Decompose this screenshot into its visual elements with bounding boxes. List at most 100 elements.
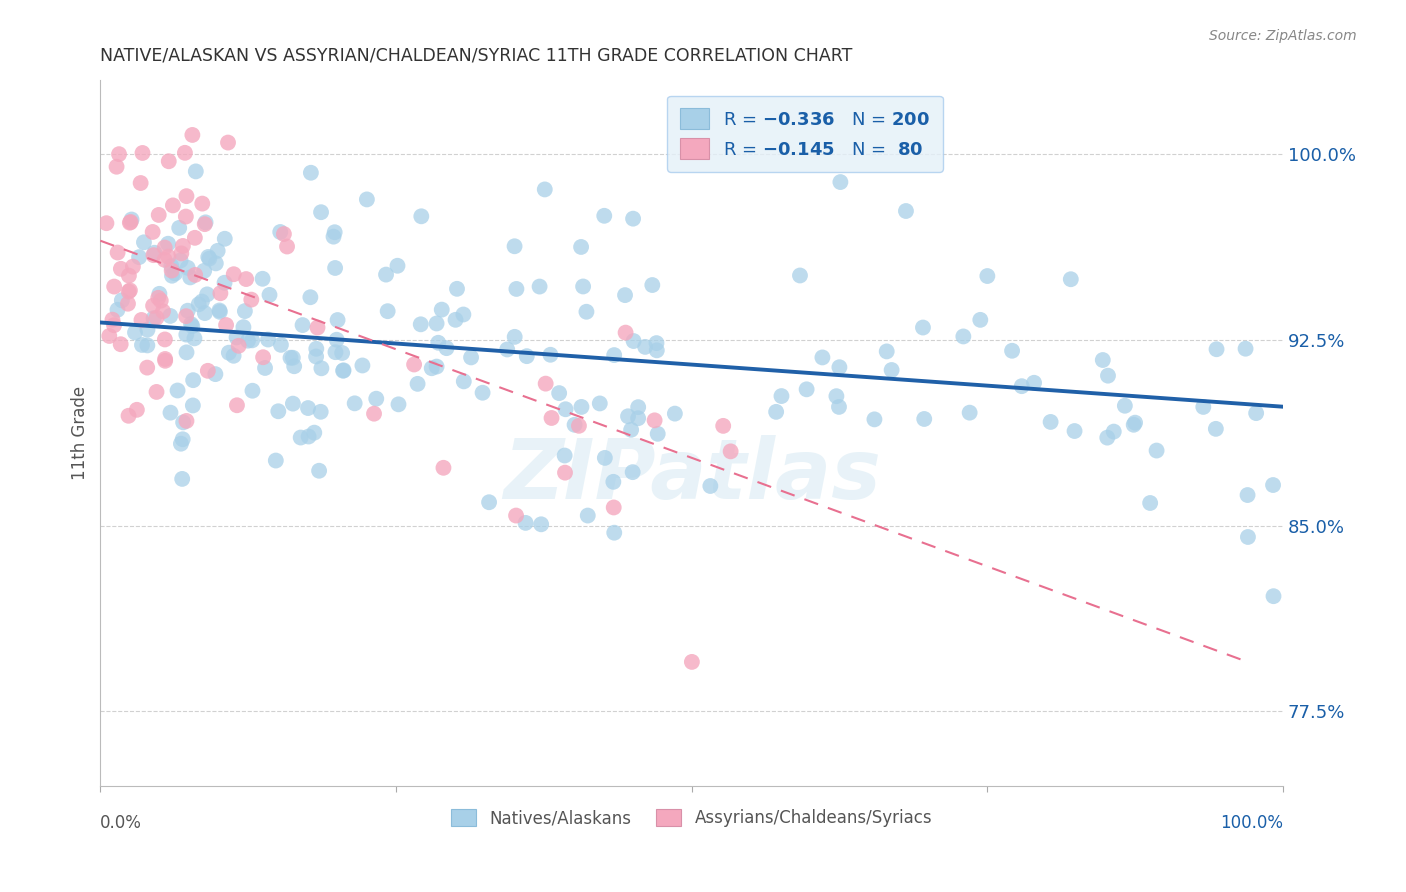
Point — [160, 259, 183, 273]
Point — [159, 406, 181, 420]
Point — [1205, 343, 1227, 357]
Point — [789, 268, 811, 283]
Point — [232, 320, 254, 334]
Point — [153, 351, 176, 366]
Point — [427, 335, 450, 350]
Point — [1091, 353, 1114, 368]
Point — [101, 312, 124, 326]
Point — [110, 337, 132, 351]
Point — [214, 276, 236, 290]
Point — [174, 145, 197, 160]
Point — [540, 411, 562, 425]
Point — [343, 396, 366, 410]
Point — [157, 154, 180, 169]
Point — [554, 402, 576, 417]
Point — [96, 216, 118, 230]
Point — [796, 382, 818, 396]
Point — [307, 320, 329, 334]
Point — [323, 260, 346, 275]
Point — [1261, 478, 1284, 492]
Point — [217, 136, 239, 150]
Point — [516, 349, 538, 363]
Point — [129, 176, 152, 190]
Point — [128, 250, 150, 264]
Point — [118, 285, 141, 299]
Point — [159, 309, 181, 323]
Point — [1022, 376, 1045, 390]
Point — [308, 464, 330, 478]
Point — [107, 302, 129, 317]
Point — [176, 327, 198, 342]
Point — [420, 361, 443, 376]
Point — [108, 147, 131, 161]
Point — [269, 225, 291, 239]
Point — [195, 287, 218, 301]
Point — [111, 293, 134, 308]
Point — [177, 303, 200, 318]
Point — [157, 236, 180, 251]
Point — [575, 304, 598, 318]
Point — [1234, 342, 1257, 356]
Point — [152, 304, 174, 318]
Point — [952, 329, 974, 343]
Point — [160, 268, 183, 283]
Point — [103, 318, 125, 333]
Point — [118, 216, 141, 230]
Point — [1060, 272, 1083, 286]
Point — [215, 318, 238, 332]
Point — [569, 240, 592, 254]
Point — [969, 313, 991, 327]
Point — [253, 361, 276, 376]
Point — [291, 318, 314, 332]
Point — [233, 304, 256, 318]
Point — [1236, 488, 1258, 502]
Point — [136, 338, 159, 352]
Point — [505, 508, 527, 523]
Point — [142, 311, 165, 326]
Point — [377, 304, 399, 318]
Point — [172, 239, 194, 253]
Point — [330, 346, 353, 360]
Point — [204, 367, 226, 381]
Point — [305, 350, 328, 364]
Point — [157, 250, 180, 264]
Point — [270, 338, 292, 352]
Y-axis label: 11th Grade: 11th Grade — [72, 385, 89, 480]
Point — [179, 270, 201, 285]
Point — [323, 225, 346, 239]
Point — [325, 345, 347, 359]
Point — [720, 444, 742, 458]
Point — [107, 245, 129, 260]
Point — [426, 317, 449, 331]
Point — [183, 331, 205, 345]
Point — [515, 516, 537, 530]
Point — [366, 392, 388, 406]
Point — [326, 313, 349, 327]
Point — [222, 349, 245, 363]
Point — [1039, 415, 1062, 429]
Point — [627, 400, 650, 414]
Point — [153, 241, 176, 255]
Text: 100.0%: 100.0% — [1220, 814, 1284, 832]
Point — [304, 425, 326, 440]
Text: ZIPatlas: ZIPatlas — [503, 434, 880, 516]
Point — [309, 405, 332, 419]
Point — [411, 209, 433, 223]
Point — [471, 385, 494, 400]
Point — [363, 407, 385, 421]
Point — [603, 348, 626, 362]
Point — [184, 268, 207, 282]
Point — [166, 384, 188, 398]
Point — [148, 208, 170, 222]
Point — [699, 479, 721, 493]
Point — [136, 323, 159, 337]
Legend: Natives/Alaskans, Assyrians/Chaldeans/Syriacs: Natives/Alaskans, Assyrians/Chaldeans/Sy… — [444, 803, 939, 834]
Point — [538, 348, 561, 362]
Point — [572, 279, 595, 293]
Point — [276, 239, 298, 253]
Point — [436, 341, 458, 355]
Point — [444, 313, 467, 327]
Point — [165, 267, 187, 281]
Point — [193, 264, 215, 278]
Point — [645, 336, 668, 351]
